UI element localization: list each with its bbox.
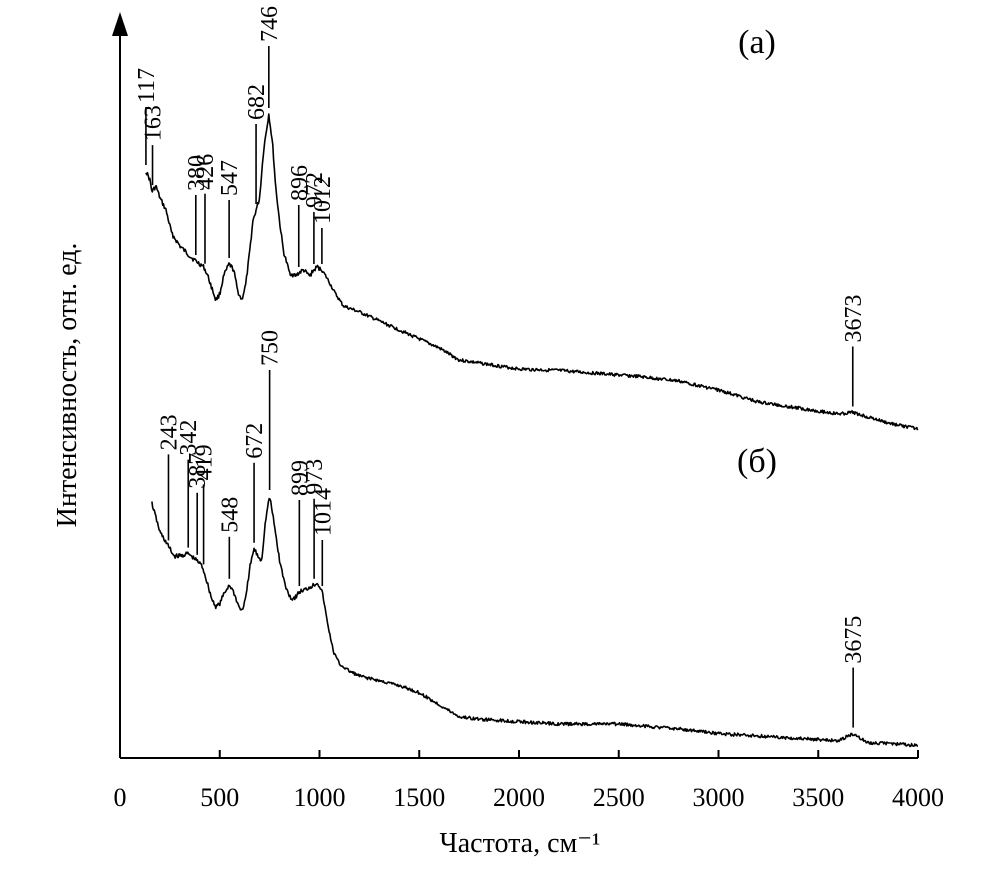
peak-label: 672 [242,423,268,459]
peak-label: 750 [258,330,284,366]
x-tick-label: 1000 [294,783,346,812]
x-tick-label: 3000 [693,783,745,812]
peak-label: 1012 [310,176,336,224]
peak-label: 896 [287,165,313,201]
peak-label: 342 [176,420,202,456]
axes [112,12,918,759]
peak-label: 387 [185,453,211,489]
peak-label: 899 [287,460,313,496]
spectrum-line-b [151,497,919,748]
y-axis-title: Интенсивность, отн. ед. [52,243,83,528]
series-layer [145,113,919,748]
peak-label: 419 [192,444,218,480]
spectrum-line-a [145,113,919,431]
x-ticks: 0 500 1000 1500 2000 2500 3000 3500 4000 [114,750,944,812]
peak-label: 548 [217,497,243,533]
panel-label-b: (б) [737,443,777,480]
panel-label-a: (а) [738,24,776,61]
peak-label: 3673 [841,295,867,343]
peak-label: 380 [184,155,210,191]
peak-label: 243 [156,414,182,450]
x-tick-label: 1500 [393,783,445,812]
x-tick-label: 2000 [493,783,545,812]
peak-label: 3675 [841,616,867,664]
x-tick-label: 2500 [593,783,645,812]
peak-label: 972 [302,172,328,208]
x-tick-label: 4000 [892,783,944,812]
peak-label: 973 [302,459,328,495]
peak-label: 426 [193,154,219,190]
x-tick-label: 0 [114,783,127,812]
peak-label: 163 [141,105,167,141]
x-tick-label: 3500 [792,783,844,812]
peak-label: 746 [257,6,283,42]
peak-label: 682 [244,84,270,120]
x-tick-label: 500 [200,783,239,812]
x-axis-title: Частота, см⁻¹ [440,828,601,859]
peak-label: 117 [134,68,160,103]
peak-label: 1014 [310,488,336,536]
peak-label: 547 [217,160,243,196]
y-axis-arrow-icon [112,12,128,36]
